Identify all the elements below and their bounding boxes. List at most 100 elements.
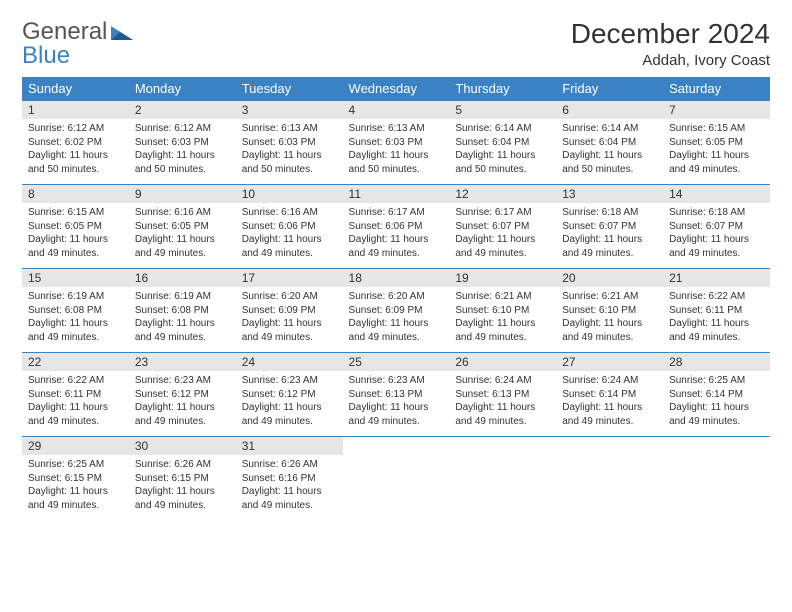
daylight-text: Daylight: 11 hours and 49 minutes. [242,317,337,344]
sunset-text: Sunset: 6:05 PM [135,220,230,234]
day-details: Sunrise: 6:14 AMSunset: 6:04 PMDaylight:… [449,119,556,184]
weekday-header: Tuesday [236,77,343,101]
daylight-text: Daylight: 11 hours and 49 minutes. [349,401,444,428]
sunset-text: Sunset: 6:04 PM [455,136,550,150]
calendar-cell: 5Sunrise: 6:14 AMSunset: 6:04 PMDaylight… [449,101,556,185]
sunset-text: Sunset: 6:07 PM [455,220,550,234]
day-details: Sunrise: 6:19 AMSunset: 6:08 PMDaylight:… [22,287,129,352]
daylight-text: Daylight: 11 hours and 50 minutes. [455,149,550,176]
day-number: 24 [236,353,343,371]
day-details: Sunrise: 6:20 AMSunset: 6:09 PMDaylight:… [236,287,343,352]
day-details: Sunrise: 6:24 AMSunset: 6:14 PMDaylight:… [556,371,663,436]
sunrise-text: Sunrise: 6:18 AM [669,206,764,220]
sunset-text: Sunset: 6:07 PM [669,220,764,234]
sunset-text: Sunset: 6:06 PM [242,220,337,234]
sunrise-text: Sunrise: 6:22 AM [28,374,123,388]
sunset-text: Sunset: 6:03 PM [135,136,230,150]
calendar-cell: 24Sunrise: 6:23 AMSunset: 6:12 PMDayligh… [236,353,343,437]
sunset-text: Sunset: 6:15 PM [28,472,123,486]
day-number: 14 [663,185,770,203]
day-number: 5 [449,101,556,119]
sunset-text: Sunset: 6:06 PM [349,220,444,234]
daylight-text: Daylight: 11 hours and 49 minutes. [242,233,337,260]
day-number: 6 [556,101,663,119]
day-number: 26 [449,353,556,371]
daylight-text: Daylight: 11 hours and 49 minutes. [562,401,657,428]
sunrise-text: Sunrise: 6:16 AM [242,206,337,220]
calendar-cell [449,437,556,521]
daylight-text: Daylight: 11 hours and 49 minutes. [562,233,657,260]
day-number: 8 [22,185,129,203]
calendar-cell: 15Sunrise: 6:19 AMSunset: 6:08 PMDayligh… [22,269,129,353]
sunrise-text: Sunrise: 6:17 AM [349,206,444,220]
sunrise-text: Sunrise: 6:17 AM [455,206,550,220]
calendar-cell: 29Sunrise: 6:25 AMSunset: 6:15 PMDayligh… [22,437,129,521]
calendar-cell: 21Sunrise: 6:22 AMSunset: 6:11 PMDayligh… [663,269,770,353]
month-title: December 2024 [571,18,770,50]
sunset-text: Sunset: 6:05 PM [669,136,764,150]
sunrise-text: Sunrise: 6:19 AM [28,290,123,304]
day-details: Sunrise: 6:23 AMSunset: 6:13 PMDaylight:… [343,371,450,436]
day-number: 1 [22,101,129,119]
sunset-text: Sunset: 6:13 PM [349,388,444,402]
day-details: Sunrise: 6:22 AMSunset: 6:11 PMDaylight:… [22,371,129,436]
day-number: 9 [129,185,236,203]
day-details: Sunrise: 6:15 AMSunset: 6:05 PMDaylight:… [663,119,770,184]
daylight-text: Daylight: 11 hours and 49 minutes. [28,233,123,260]
calendar-cell: 28Sunrise: 6:25 AMSunset: 6:14 PMDayligh… [663,353,770,437]
sunset-text: Sunset: 6:14 PM [669,388,764,402]
daylight-text: Daylight: 11 hours and 50 minutes. [349,149,444,176]
calendar-cell [556,437,663,521]
day-number: 7 [663,101,770,119]
flag-icon [111,24,133,40]
daylight-text: Daylight: 11 hours and 50 minutes. [135,149,230,176]
title-block: December 2024 Addah, Ivory Coast [571,18,770,69]
daylight-text: Daylight: 11 hours and 49 minutes. [242,401,337,428]
calendar-cell: 3Sunrise: 6:13 AMSunset: 6:03 PMDaylight… [236,101,343,185]
calendar-cell [343,437,450,521]
day-details: Sunrise: 6:14 AMSunset: 6:04 PMDaylight:… [556,119,663,184]
daylight-text: Daylight: 11 hours and 50 minutes. [28,149,123,176]
sunrise-text: Sunrise: 6:13 AM [349,122,444,136]
day-details: Sunrise: 6:17 AMSunset: 6:07 PMDaylight:… [449,203,556,268]
day-number: 3 [236,101,343,119]
day-number: 10 [236,185,343,203]
day-number: 31 [236,437,343,455]
day-details: Sunrise: 6:18 AMSunset: 6:07 PMDaylight:… [556,203,663,268]
sunset-text: Sunset: 6:16 PM [242,472,337,486]
calendar-body: 1Sunrise: 6:12 AMSunset: 6:02 PMDaylight… [22,101,770,521]
sunset-text: Sunset: 6:08 PM [28,304,123,318]
sunset-text: Sunset: 6:15 PM [135,472,230,486]
day-number: 21 [663,269,770,287]
header: General December 2024 Addah, Ivory Coast [22,18,770,69]
daylight-text: Daylight: 11 hours and 49 minutes. [28,317,123,344]
sunset-text: Sunset: 6:14 PM [562,388,657,402]
sunrise-text: Sunrise: 6:14 AM [455,122,550,136]
calendar-cell: 27Sunrise: 6:24 AMSunset: 6:14 PMDayligh… [556,353,663,437]
day-details: Sunrise: 6:13 AMSunset: 6:03 PMDaylight:… [236,119,343,184]
sunset-text: Sunset: 6:11 PM [669,304,764,318]
calendar-cell: 14Sunrise: 6:18 AMSunset: 6:07 PMDayligh… [663,185,770,269]
sunrise-text: Sunrise: 6:24 AM [455,374,550,388]
calendar-row: 8Sunrise: 6:15 AMSunset: 6:05 PMDaylight… [22,185,770,269]
calendar-cell: 12Sunrise: 6:17 AMSunset: 6:07 PMDayligh… [449,185,556,269]
day-number: 30 [129,437,236,455]
calendar-cell: 7Sunrise: 6:15 AMSunset: 6:05 PMDaylight… [663,101,770,185]
day-details: Sunrise: 6:19 AMSunset: 6:08 PMDaylight:… [129,287,236,352]
sunset-text: Sunset: 6:09 PM [349,304,444,318]
sunrise-text: Sunrise: 6:18 AM [562,206,657,220]
sunset-text: Sunset: 6:10 PM [562,304,657,318]
daylight-text: Daylight: 11 hours and 49 minutes. [135,233,230,260]
location: Addah, Ivory Coast [571,52,770,69]
brand-part2: Blue [22,42,70,70]
weekday-header: Wednesday [343,77,450,101]
day-number: 20 [556,269,663,287]
day-details: Sunrise: 6:20 AMSunset: 6:09 PMDaylight:… [343,287,450,352]
sunset-text: Sunset: 6:02 PM [28,136,123,150]
day-number: 16 [129,269,236,287]
sunrise-text: Sunrise: 6:21 AM [455,290,550,304]
sunrise-text: Sunrise: 6:23 AM [135,374,230,388]
day-details: Sunrise: 6:26 AMSunset: 6:15 PMDaylight:… [129,455,236,520]
daylight-text: Daylight: 11 hours and 49 minutes. [349,317,444,344]
sunset-text: Sunset: 6:10 PM [455,304,550,318]
